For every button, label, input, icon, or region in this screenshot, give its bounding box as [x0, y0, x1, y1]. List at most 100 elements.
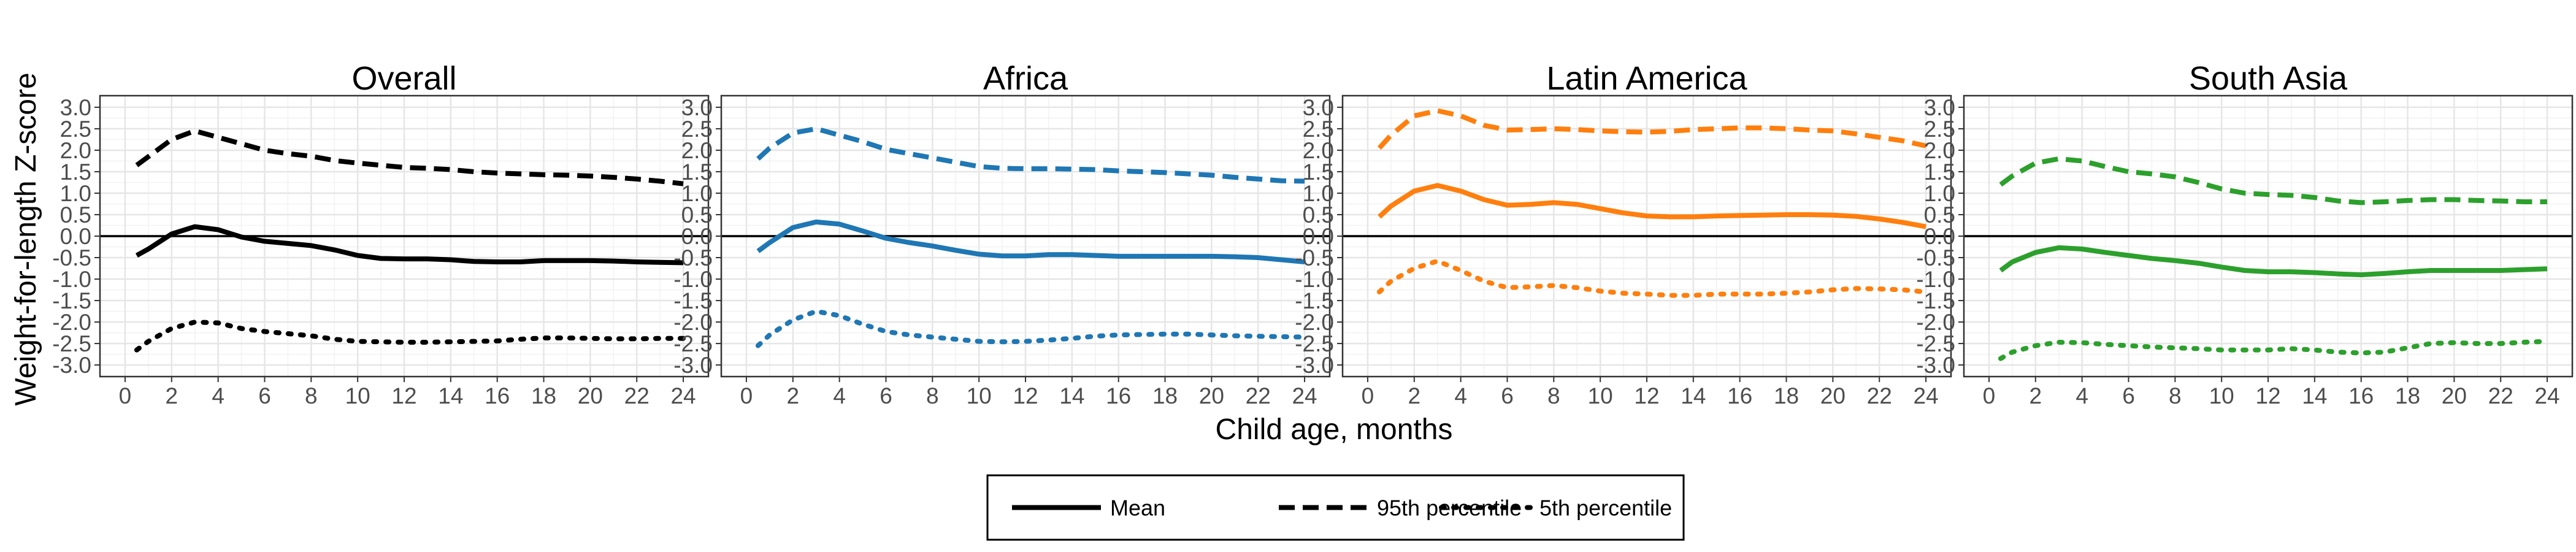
y-tick-label: 2.5	[1924, 117, 1955, 142]
x-tick-label: 0	[119, 383, 132, 408]
y-tick-label: -1.5	[1916, 288, 1955, 313]
x-tick-label: 12	[1634, 383, 1659, 408]
x-tick-label: 16	[1727, 383, 1752, 408]
y-tick-label: 1.0	[1924, 181, 1955, 206]
x-tick-label: 14	[438, 383, 463, 408]
series-mean-line	[1378, 183, 1926, 229]
x-tick-label: 12	[2255, 383, 2280, 408]
x-tick-label: 22	[624, 383, 650, 408]
y-tick-label: -1.5	[673, 288, 713, 313]
y-tick-label: -2.5	[673, 331, 713, 356]
y-tick-label: -3.0	[52, 353, 91, 378]
y-tick-label: 0.5	[60, 202, 91, 228]
y-tick-label: -2.0	[52, 310, 91, 335]
x-tick-label: 8	[926, 383, 939, 408]
x-tick-label: 0	[1983, 383, 1996, 408]
panel-title-africa: Africa	[983, 60, 1068, 97]
x-axis-title: Child age, months	[1216, 413, 1453, 446]
x-tick-label: 0	[740, 383, 753, 408]
x-tick-label: 20	[578, 383, 603, 408]
series-5th-percentile-line	[755, 309, 1307, 348]
x-tick-label: 8	[305, 383, 318, 408]
series-5th-percentile-line	[134, 320, 686, 353]
x-tick-label: 14	[2302, 383, 2327, 408]
y-tick-label: 2.5	[60, 117, 91, 142]
x-tick-label: 24	[2534, 383, 2559, 408]
x-tick-label: 14	[1681, 383, 1706, 408]
panel-title-south-asia: South Asia	[2189, 60, 2348, 97]
x-tick-label: 10	[1588, 383, 1613, 408]
y-tick-label: 3.0	[1303, 95, 1334, 120]
y-tick-label: -3.0	[1295, 353, 1334, 378]
legend: Mean 95th percentile 5th percentile	[986, 474, 1685, 541]
y-tick-label: -0.5	[1916, 245, 1955, 270]
series-mean-line	[1999, 245, 2548, 277]
x-tick-label: 6	[880, 383, 892, 408]
y-tick-label: -2.0	[1295, 310, 1334, 335]
y-tick-label: -2.0	[1916, 310, 1955, 335]
x-tick-label: 10	[967, 383, 992, 408]
x-tick-label: 8	[2169, 383, 2182, 408]
y-tick-label: -1.0	[673, 267, 713, 292]
y-tick-label: 1.5	[1303, 159, 1334, 185]
x-tick-label: 4	[1454, 383, 1467, 408]
y-tick-label: -2.5	[1295, 331, 1334, 356]
x-tick-label: 22	[1246, 383, 1271, 408]
x-tick-label: 14	[1059, 383, 1084, 408]
y-tick-label: -1.0	[1916, 267, 1955, 292]
series-mean-line	[135, 224, 684, 266]
y-tick-label: -1.0	[52, 267, 91, 292]
series-95th-percentile-line	[1377, 108, 1926, 150]
x-tick-label: 20	[1199, 383, 1224, 408]
x-tick-label: 4	[212, 383, 224, 408]
x-tick-label: 18	[2395, 383, 2420, 408]
y-tick-label: -2.5	[1916, 331, 1955, 356]
x-tick-label: 24	[670, 383, 696, 408]
y-tick-label: 2.5	[1303, 117, 1334, 142]
y-tick-label: -0.5	[673, 245, 713, 270]
y-tick-label: 1.0	[1303, 181, 1334, 206]
y-tick-label: 0.0	[60, 224, 91, 249]
x-tick-label: 6	[258, 383, 271, 408]
y-tick-label: 0.5	[1303, 202, 1334, 228]
x-tick-label: 24	[1292, 383, 1317, 408]
y-tick-label: 3.0	[1924, 95, 1955, 120]
y-tick-label: 0.0	[1303, 224, 1334, 249]
y-tick-label: 2.0	[1924, 138, 1955, 163]
y-tick-label: 0.0	[681, 224, 713, 249]
legend-label-5th-percentile: 5th percentile	[1539, 496, 1672, 521]
x-tick-label: 18	[531, 383, 556, 408]
y-tick-label: 0.5	[1924, 202, 1955, 228]
x-tick-label: 18	[1152, 383, 1178, 408]
y-tick-label: 1.5	[60, 159, 91, 185]
y-tick-label: -2.5	[52, 331, 91, 356]
x-tick-label: 0	[1362, 383, 1374, 408]
y-tick-label: 1.5	[1924, 159, 1955, 185]
x-tick-label: 16	[1106, 383, 1131, 408]
panel-title-latin-america: Latin America	[1546, 60, 1747, 97]
x-tick-label: 8	[1547, 383, 1560, 408]
x-tick-label: 2	[2030, 383, 2042, 408]
y-tick-label: 1.0	[60, 181, 91, 206]
y-tick-label: 2.5	[681, 117, 713, 142]
x-tick-label: 16	[2348, 383, 2374, 408]
series-5th-percentile-line	[1998, 339, 2550, 361]
x-tick-label: 6	[2122, 383, 2135, 408]
y-tick-label: -1.5	[1295, 288, 1334, 313]
x-tick-label: 12	[391, 383, 416, 408]
x-tick-label: 20	[2442, 383, 2467, 408]
legend-label-mean: Mean	[1110, 496, 1165, 521]
x-tick-label: 2	[166, 383, 178, 408]
y-tick-label: 2.0	[60, 138, 91, 163]
x-tick-label: 2	[787, 383, 800, 408]
x-tick-label: 22	[1867, 383, 1892, 408]
legend-label-95th-percentile: 95th percentile	[1377, 496, 1522, 521]
y-tick-label: -3.0	[673, 353, 713, 378]
y-tick-label: -3.0	[1916, 353, 1955, 378]
x-tick-label: 4	[2076, 383, 2088, 408]
